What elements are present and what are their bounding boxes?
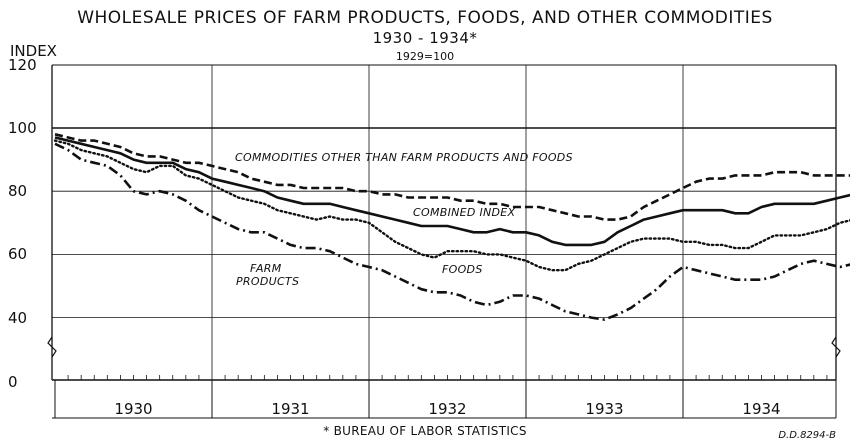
series-line-1 xyxy=(54,136,850,247)
base-note: 1929=100 xyxy=(395,50,455,63)
chart-subtitle: 1930 - 1934* xyxy=(372,29,478,47)
label-farm-line1: FARM xyxy=(250,262,282,275)
label-commodities: COMMODITIES OTHER THAN FARM PRODUCTS AND… xyxy=(235,151,573,164)
axis-break-left xyxy=(47,336,57,358)
series-line-0 xyxy=(54,133,850,221)
series-line-2 xyxy=(53,139,850,272)
label-foods: FOODS xyxy=(442,263,483,276)
series-lines xyxy=(53,133,850,321)
year-label: 1930 xyxy=(114,400,153,418)
y-tick-label: 100 xyxy=(8,119,37,137)
chart-title: WHOLESALE PRICES OF FARM PRODUCTS, FOODS… xyxy=(77,8,773,28)
year-label: 1932 xyxy=(428,400,467,418)
label-combined-index: COMBINED INDEX xyxy=(413,206,516,219)
y-tick-label: 120 xyxy=(8,55,37,74)
y-tick-label: 40 xyxy=(8,308,28,327)
y-tick-label: 60 xyxy=(8,245,28,264)
label-farm-line2: PRODUCTS xyxy=(236,275,300,288)
source-note: * BUREAU OF LABOR STATISTICS xyxy=(323,424,527,438)
y-tick-label: 0 xyxy=(8,373,18,391)
axis-break-right xyxy=(831,336,841,358)
year-label: 1934 xyxy=(742,400,781,418)
y-axis-label: INDEX xyxy=(10,42,57,60)
year-label: 1933 xyxy=(585,400,624,418)
drawing-number: D.D.8294-B xyxy=(778,430,836,441)
chart-grid xyxy=(47,64,841,380)
year-label: 1931 xyxy=(271,400,310,418)
series-line-3 xyxy=(54,142,850,321)
x-axis xyxy=(52,375,837,419)
y-tick-label: 80 xyxy=(8,182,28,201)
